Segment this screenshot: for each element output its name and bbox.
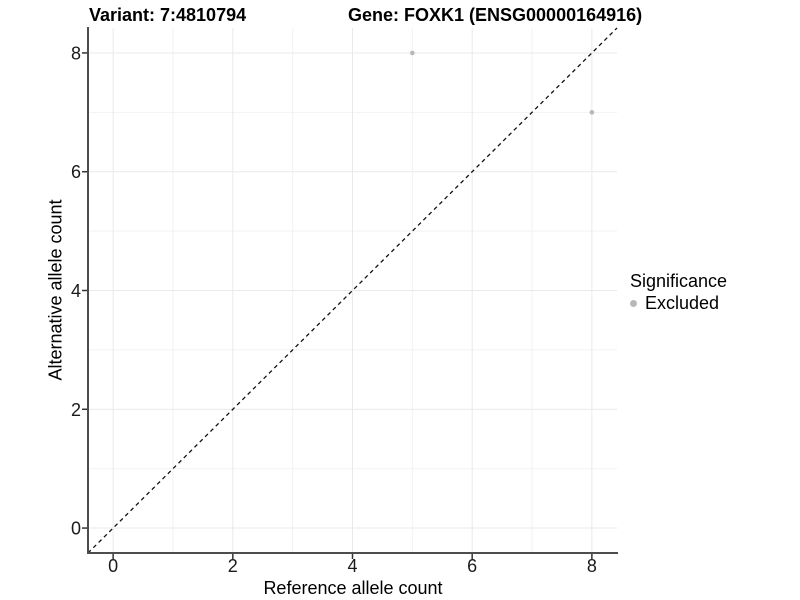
legend-item-label: Excluded [645, 293, 720, 313]
x-tick-label: 0 [108, 556, 118, 576]
x-tick-label: 2 [228, 556, 238, 576]
x-tick-label: 8 [587, 556, 597, 576]
y-tick-label: 0 [71, 519, 81, 539]
data-point [410, 50, 415, 56]
y-tick-label: 6 [71, 162, 81, 182]
x-tick-label: 6 [467, 556, 477, 576]
data-point [589, 110, 595, 115]
plot-title-gene: Gene: FOXK1 (ENSG00000164916) [348, 5, 643, 25]
plot-title-variant: Variant: 7:4810794 [89, 5, 247, 25]
y-axis-title: Alternative allele count [45, 199, 66, 381]
y-tick-label: 4 [71, 281, 81, 301]
x-tick-label: 4 [347, 556, 357, 576]
legend: Significance Excluded [630, 271, 727, 314]
legend-title: Significance [630, 271, 728, 291]
y-tick-label: 2 [71, 400, 81, 420]
x-axis-title: Reference allele count [263, 578, 443, 598]
y-tick-label: 8 [71, 43, 81, 63]
legend-point-icon [630, 300, 637, 307]
legend-item-excluded: Excluded [630, 293, 727, 314]
